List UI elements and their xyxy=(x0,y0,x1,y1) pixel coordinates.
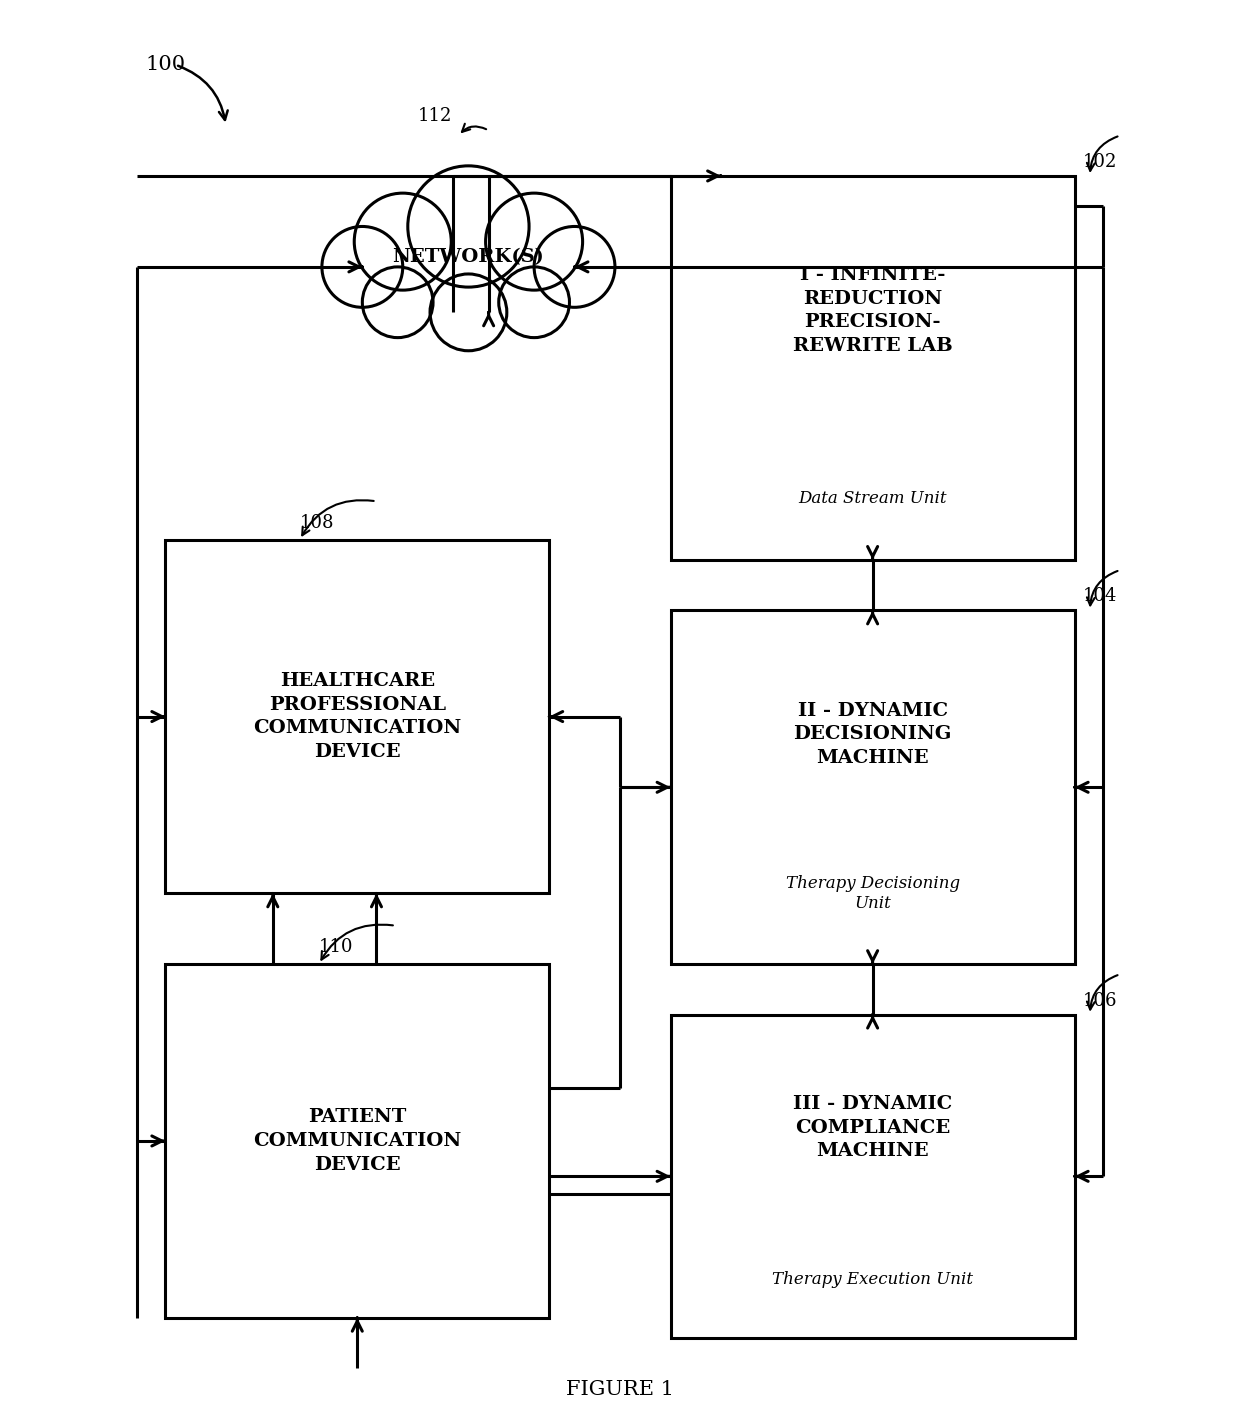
Text: III - DYNAMIC
COMPLIANCE
MACHINE: III - DYNAMIC COMPLIANCE MACHINE xyxy=(794,1096,952,1160)
Text: 100: 100 xyxy=(145,54,185,74)
Circle shape xyxy=(362,268,433,337)
Text: HEALTHCARE
PROFESSIONAL
COMMUNICATION
DEVICE: HEALTHCARE PROFESSIONAL COMMUNICATION DE… xyxy=(253,672,461,761)
Bar xyxy=(671,176,1075,559)
Bar xyxy=(165,965,549,1318)
Text: 106: 106 xyxy=(1083,992,1117,1009)
Circle shape xyxy=(498,268,569,337)
Circle shape xyxy=(322,226,403,307)
Text: Data Stream Unit: Data Stream Unit xyxy=(799,490,947,507)
Text: NETWORK(S): NETWORK(S) xyxy=(393,248,544,266)
Text: 112: 112 xyxy=(418,107,453,125)
Text: 104: 104 xyxy=(1083,588,1117,605)
Circle shape xyxy=(486,194,583,290)
Text: Therapy Decisioning
Unit: Therapy Decisioning Unit xyxy=(786,875,960,912)
Text: 108: 108 xyxy=(300,514,334,532)
Text: II - DYNAMIC
DECISIONING
MACHINE: II - DYNAMIC DECISIONING MACHINE xyxy=(794,702,952,767)
Circle shape xyxy=(355,194,451,290)
Bar xyxy=(165,539,549,894)
Text: FIGURE 1: FIGURE 1 xyxy=(565,1380,675,1399)
Text: 102: 102 xyxy=(1083,152,1117,171)
Text: Therapy Execution Unit: Therapy Execution Unit xyxy=(773,1271,973,1288)
Circle shape xyxy=(534,226,615,307)
Text: I - INFINITE-
REDUCTION
PRECISION-
REWRITE LAB: I - INFINITE- REDUCTION PRECISION- REWRI… xyxy=(792,266,952,354)
Text: PATIENT
COMMUNICATION
DEVICE: PATIENT COMMUNICATION DEVICE xyxy=(253,1109,461,1174)
Circle shape xyxy=(430,275,507,350)
Bar xyxy=(671,1015,1075,1338)
Circle shape xyxy=(408,166,529,287)
Text: 110: 110 xyxy=(319,938,353,956)
Bar xyxy=(671,610,1075,965)
